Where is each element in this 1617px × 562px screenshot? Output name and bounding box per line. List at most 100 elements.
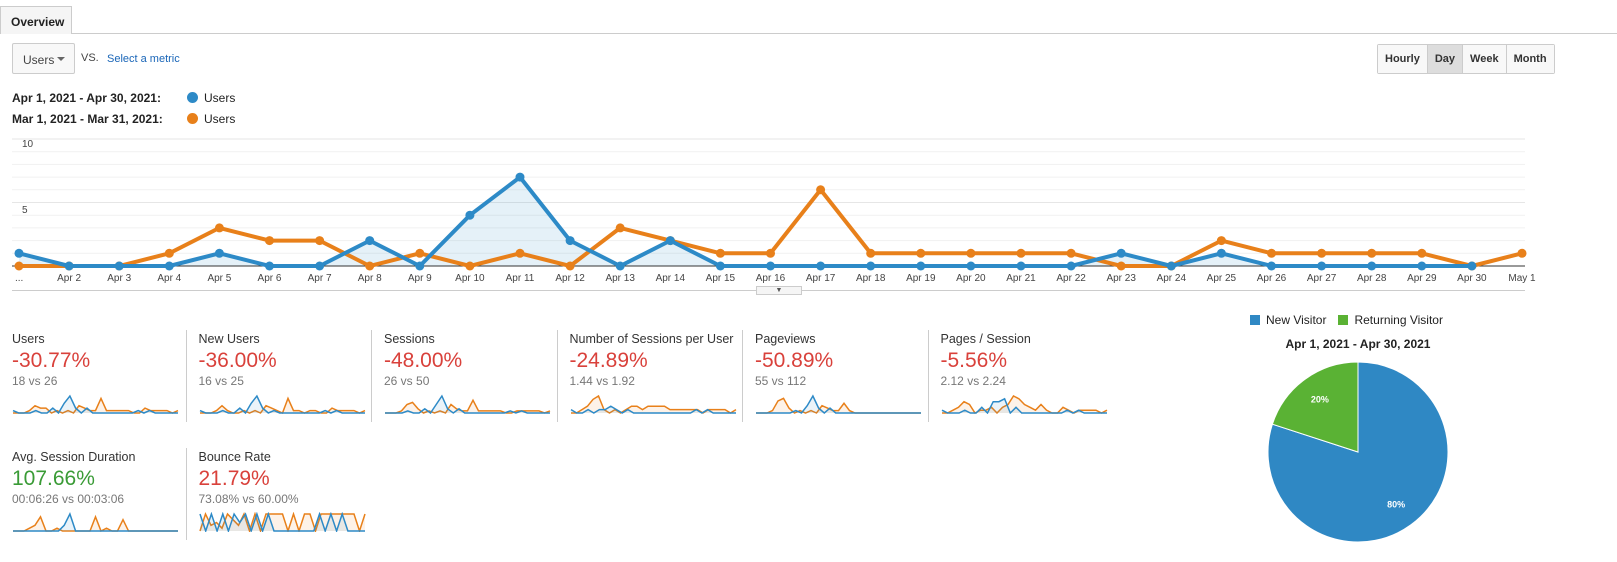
- current-data-point[interactable]: [816, 261, 826, 271]
- x-tick-label: Apr 5: [207, 273, 231, 284]
- metric-card-pages-session[interactable]: Pages / Session -5.56% 2.12 vs 2.24: [927, 330, 1113, 422]
- current-series-dot-icon: [187, 92, 198, 103]
- metric-card-new-users[interactable]: New Users -36.00% 16 vs 25: [185, 330, 371, 422]
- previous-data-point[interactable]: [265, 236, 274, 246]
- current-data-point[interactable]: [465, 210, 475, 220]
- metric-comparison: 26 vs 50: [384, 374, 430, 388]
- current-data-point[interactable]: [866, 261, 876, 271]
- chevron-down-icon: [57, 57, 65, 61]
- current-data-point[interactable]: [966, 261, 976, 271]
- sparkline-area: [756, 398, 921, 413]
- current-data-point[interactable]: [114, 261, 124, 271]
- current-data-point[interactable]: [1417, 261, 1427, 271]
- current-data-point[interactable]: [1317, 261, 1327, 271]
- pie-title: Apr 1, 2021 - Apr 30, 2021: [1285, 337, 1431, 351]
- previous-data-point[interactable]: [1216, 236, 1226, 246]
- previous-data-point[interactable]: [515, 248, 525, 258]
- current-data-point[interactable]: [415, 261, 425, 271]
- current-data-point[interactable]: [1367, 261, 1377, 271]
- metric-change: -30.77%: [12, 349, 91, 372]
- day-button[interactable]: Day: [1426, 45, 1463, 73]
- current-sparkline: [756, 394, 921, 414]
- previous-data-point[interactable]: [1066, 248, 1076, 258]
- previous-data-point[interactable]: [1116, 261, 1126, 271]
- current-data-point[interactable]: [1467, 261, 1477, 271]
- x-tick-label: Apr 11: [506, 273, 535, 284]
- previous-data-point[interactable]: [916, 248, 926, 258]
- x-tick-label: Apr 22: [1056, 273, 1086, 284]
- previous-data-point[interactable]: [1016, 248, 1026, 258]
- current-data-point[interactable]: [1066, 261, 1076, 271]
- previous-data-point[interactable]: [565, 261, 575, 271]
- current-data-point[interactable]: [665, 236, 675, 246]
- previous-data-point[interactable]: [465, 261, 475, 271]
- previous-data-point[interactable]: [615, 223, 625, 233]
- previous-data-point[interactable]: [214, 223, 224, 233]
- select-metric-link[interactable]: Select a metric: [107, 53, 180, 65]
- current-data-point[interactable]: [1016, 261, 1026, 271]
- week-button[interactable]: Week: [1462, 45, 1506, 73]
- previous-data-point[interactable]: [766, 248, 775, 258]
- metric-label: Users: [12, 332, 45, 346]
- metric-card-number-of-sessions-per-user[interactable]: Number of Sessions per User -24.89% 1.44…: [556, 330, 742, 422]
- x-tick-label: Apr 21: [1006, 273, 1036, 284]
- current-data-point[interactable]: [164, 261, 174, 271]
- pie-slice-returning-visitor[interactable]: [1271, 361, 1359, 453]
- x-tick-label: Apr 19: [906, 273, 936, 284]
- previous-data-point[interactable]: [715, 248, 725, 258]
- x-tick-label: May 1: [1508, 273, 1536, 284]
- previous-data-point[interactable]: [1367, 248, 1377, 258]
- previous-data-point[interactable]: [1517, 248, 1527, 258]
- previous-data-point[interactable]: [1317, 248, 1327, 258]
- current-data-point[interactable]: [515, 172, 525, 182]
- metric-card-pageviews[interactable]: Pageviews -50.89% 55 vs 112: [742, 330, 927, 422]
- current-data-point[interactable]: [265, 261, 274, 271]
- hourly-button[interactable]: Hourly: [1378, 45, 1427, 73]
- month-button[interactable]: Month: [1505, 45, 1554, 73]
- previous-data-point[interactable]: [164, 248, 174, 258]
- previous-sparkline: [198, 511, 366, 534]
- users-line-chart: 5 10 ... Apr 2 Apr 3 Apr 4 Apr 5 Apr 6 Apr 7 Ap…: [12, 138, 1536, 284]
- metric-change: -50.89%: [755, 349, 834, 372]
- current-data-point[interactable]: [214, 248, 224, 258]
- previous-data-point[interactable]: [1417, 248, 1427, 258]
- current-data-point[interactable]: [766, 261, 775, 271]
- previous-data-point[interactable]: [365, 261, 375, 271]
- x-tick-label: Apr 8: [358, 273, 382, 284]
- current-data-point[interactable]: [916, 261, 926, 271]
- metric-card-users[interactable]: Users -30.77% 18 vs 26: [0, 330, 185, 422]
- tab-overview[interactable]: Overview: [0, 6, 72, 34]
- previous-data-point[interactable]: [315, 236, 325, 246]
- x-tick-label: Apr 20: [956, 273, 986, 284]
- current-data-point[interactable]: [315, 261, 325, 271]
- current-data-point[interactable]: [715, 261, 725, 271]
- current-sparkline: [198, 511, 365, 534]
- metric-card-bounce-rate[interactable]: Bounce Rate 21.79% 73.08% vs 60.00%: [185, 448, 371, 540]
- previous-data-point[interactable]: [816, 185, 826, 195]
- metric-card-sessions[interactable]: Sessions -48.00% 26 vs 50: [371, 330, 556, 422]
- previous-data-point[interactable]: [966, 248, 976, 258]
- previous-data-point[interactable]: [14, 261, 24, 271]
- x-tick-label: Apr 7: [308, 273, 332, 284]
- current-data-point[interactable]: [365, 236, 375, 246]
- metric-card-avg-session-duration[interactable]: Avg. Session Duration 107.66% 00:06:26 v…: [0, 448, 185, 540]
- current-data-point[interactable]: [14, 248, 24, 258]
- current-data-point[interactable]: [1166, 261, 1176, 271]
- collapse-chart-button[interactable]: ▼: [756, 286, 802, 295]
- current-data-point[interactable]: [565, 236, 575, 246]
- x-tick-label: Apr 14: [656, 273, 686, 284]
- x-tick-label: Apr 30: [1457, 273, 1487, 284]
- x-tick-label: Apr 29: [1407, 273, 1437, 284]
- previous-data-point[interactable]: [1267, 248, 1276, 258]
- metric-dropdown[interactable]: Users: [12, 43, 75, 74]
- current-data-point[interactable]: [1116, 248, 1126, 258]
- previous-data-point[interactable]: [415, 248, 425, 258]
- previous-data-point[interactable]: [866, 248, 876, 258]
- current-data-point[interactable]: [64, 261, 74, 271]
- granularity-toggle: Hourly Day Week Month: [1377, 44, 1555, 74]
- metric-label: Bounce Rate: [198, 450, 271, 464]
- current-sparkline: [199, 394, 365, 415]
- current-data-point[interactable]: [1267, 261, 1276, 271]
- current-data-point[interactable]: [615, 261, 625, 271]
- current-data-point[interactable]: [1216, 248, 1226, 258]
